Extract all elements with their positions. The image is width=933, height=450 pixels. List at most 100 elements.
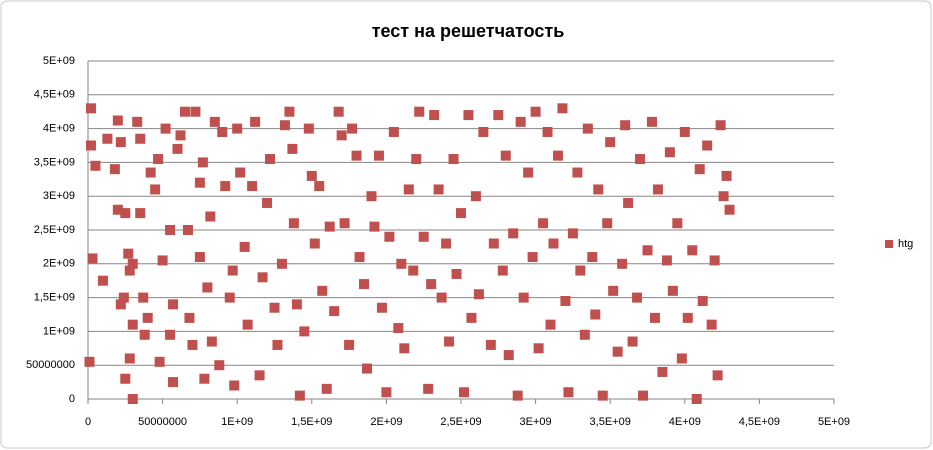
point xyxy=(560,295,571,306)
point xyxy=(538,218,549,229)
point xyxy=(384,231,395,242)
point xyxy=(127,319,138,330)
x-tick-label: 3,5E+09 xyxy=(590,416,631,428)
point xyxy=(458,387,469,398)
point xyxy=(369,221,380,232)
point xyxy=(709,255,720,266)
point xyxy=(142,312,153,323)
point xyxy=(272,339,283,350)
point xyxy=(657,366,668,377)
point xyxy=(254,370,265,381)
point xyxy=(403,184,414,195)
point xyxy=(597,390,608,401)
point xyxy=(408,265,419,276)
point xyxy=(602,218,613,229)
point xyxy=(175,130,186,141)
x-tick-label: 2E+09 xyxy=(370,416,402,428)
point xyxy=(127,258,138,269)
point xyxy=(485,339,496,350)
point xyxy=(530,106,541,117)
point xyxy=(227,265,238,276)
point xyxy=(426,279,437,290)
point xyxy=(199,373,210,384)
point xyxy=(217,126,228,137)
y-tick-label: 3E+09 xyxy=(43,190,75,202)
point xyxy=(124,265,135,276)
point xyxy=(102,133,113,144)
point xyxy=(284,106,295,117)
point xyxy=(309,238,320,249)
y-tick-label: 2E+09 xyxy=(43,258,75,270)
point xyxy=(112,204,123,215)
point xyxy=(366,191,377,202)
x-tick-label: 3E+09 xyxy=(520,416,552,428)
point xyxy=(527,252,538,263)
point xyxy=(197,157,208,168)
point xyxy=(157,255,168,266)
y-tick-label: 2,5E+09 xyxy=(34,224,75,236)
point xyxy=(135,133,146,144)
point xyxy=(649,312,660,323)
y-tick-label: 1,5E+09 xyxy=(34,292,75,304)
point xyxy=(182,225,193,235)
point xyxy=(388,126,399,137)
point xyxy=(239,241,250,252)
point xyxy=(627,336,638,347)
y-tick-label: 1E+09 xyxy=(43,325,75,337)
point xyxy=(572,167,583,178)
point xyxy=(299,326,310,337)
point xyxy=(235,167,246,178)
point xyxy=(638,390,649,401)
point xyxy=(214,360,225,371)
point xyxy=(373,150,384,161)
point xyxy=(724,204,735,215)
point xyxy=(138,292,149,303)
point xyxy=(463,110,474,121)
point xyxy=(202,282,213,293)
point xyxy=(632,292,643,303)
point xyxy=(333,106,344,117)
point xyxy=(500,150,511,161)
point xyxy=(160,123,171,134)
point xyxy=(229,380,240,391)
point xyxy=(85,140,96,151)
point xyxy=(250,116,261,127)
point xyxy=(120,208,131,219)
point xyxy=(87,253,98,264)
point xyxy=(187,339,198,350)
point xyxy=(112,115,123,126)
point xyxy=(153,154,164,165)
x-tick-label: 5E+09 xyxy=(818,416,850,428)
point xyxy=(291,299,302,310)
point xyxy=(84,356,95,367)
point xyxy=(351,150,362,161)
point xyxy=(575,265,586,276)
point xyxy=(220,181,231,192)
point xyxy=(593,184,604,195)
legend-marker xyxy=(885,240,893,248)
point xyxy=(321,383,332,394)
point xyxy=(97,275,108,286)
point xyxy=(414,106,425,117)
point xyxy=(265,154,276,165)
point xyxy=(165,329,176,340)
point xyxy=(184,312,195,323)
point xyxy=(687,245,698,256)
point xyxy=(515,116,526,127)
point xyxy=(232,123,243,134)
point xyxy=(533,343,544,354)
point xyxy=(451,268,462,279)
point xyxy=(664,147,675,158)
point xyxy=(411,154,422,165)
point xyxy=(190,106,201,117)
point xyxy=(542,126,553,137)
point xyxy=(590,309,601,320)
x-tick-label: 1E+09 xyxy=(221,416,253,428)
x-tick-label: 50000000 xyxy=(138,416,187,428)
point xyxy=(635,154,646,165)
point xyxy=(661,255,672,266)
point xyxy=(612,346,623,357)
point xyxy=(466,312,477,323)
point xyxy=(587,252,598,263)
